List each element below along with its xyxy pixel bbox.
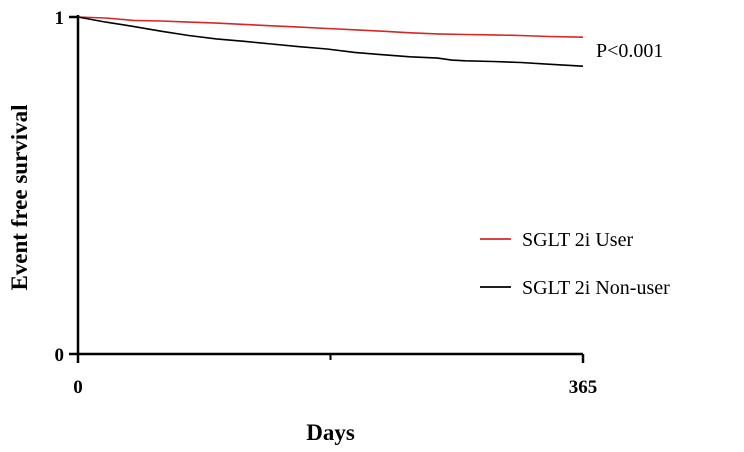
axis-layer (69, 15, 585, 363)
x-tick-label-365: 365 (569, 377, 598, 398)
series-line-user (77, 16, 584, 38)
legend-label-user: SGLT 2i User (522, 229, 633, 251)
series-layer (77, 16, 584, 67)
legend-label-non-user: SGLT 2i Non-user (522, 277, 670, 299)
x-tick-label-0: 0 (73, 377, 83, 398)
p-value-annotation: P<0.001 (596, 40, 663, 62)
x-axis-title: Days (306, 420, 355, 445)
y-tick-label-0: 0 (55, 345, 65, 366)
label-layer: 0 1 0 365 Days Event free survival P<0.001 SGLT… (7, 8, 670, 445)
y-tick-label-1: 1 (55, 8, 65, 29)
y-axis-title: Event free survival (7, 104, 32, 290)
series-line-non-user (77, 16, 584, 67)
